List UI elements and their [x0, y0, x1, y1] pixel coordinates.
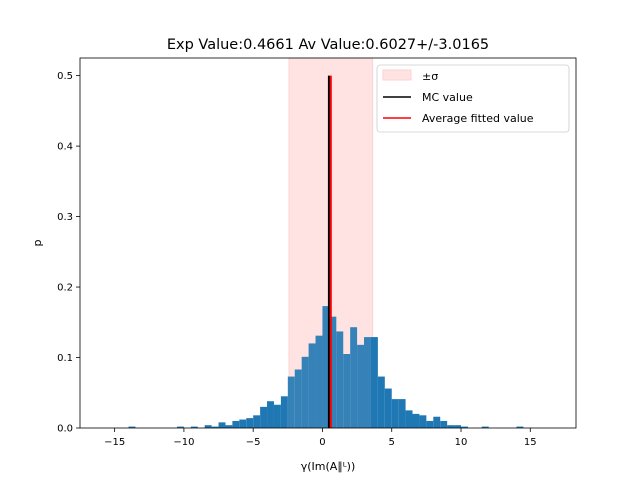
y-tick-label: 0.4 [57, 142, 73, 153]
histogram-bar [329, 316, 337, 428]
legend-sigma-label: ±σ [422, 70, 438, 83]
histogram-bar [253, 415, 261, 428]
y-axis: 0.0 0.1 0.2 0.3 0.4 0.5 [57, 71, 80, 435]
histogram-bar [225, 425, 233, 428]
histogram-bar [204, 425, 212, 428]
histogram-bar [218, 422, 226, 428]
legend-mc-label: MC value [422, 91, 473, 104]
histogram-bar [412, 413, 420, 428]
histogram-bar [419, 415, 427, 428]
histogram-bar [211, 426, 219, 428]
histogram-bar [294, 369, 302, 428]
legend-sigma-swatch [382, 69, 412, 81]
x-tick-label: −5 [246, 437, 261, 448]
legend-box [376, 64, 570, 133]
legend: ±σ MC value Average fitted value [376, 64, 570, 133]
histogram-bar [377, 376, 385, 428]
histogram-bar [128, 426, 136, 428]
histogram-bar [440, 420, 448, 428]
x-tick-label: 5 [389, 437, 395, 448]
histogram-bar [287, 376, 295, 428]
histogram-bar [516, 426, 524, 428]
histogram-bar [384, 388, 392, 428]
histogram-bar [267, 401, 274, 428]
histogram-bar [273, 404, 281, 428]
y-tick-label: 0.5 [57, 71, 73, 82]
histogram-bar [364, 337, 371, 428]
y-axis-label: p [31, 239, 44, 246]
y-tick-label: 0.1 [57, 353, 73, 364]
x-axis-label: γ(Im(A∥ᴸ)) [301, 460, 356, 473]
histogram-bar [433, 416, 441, 428]
histogram-bar [350, 327, 358, 428]
y-tick-label: 0.0 [57, 424, 73, 435]
y-tick-label: 0.3 [57, 212, 73, 223]
x-tick-label: −10 [173, 437, 194, 448]
x-tick-label: −15 [104, 437, 125, 448]
histogram-bar [239, 419, 247, 428]
histogram-bar [246, 418, 254, 428]
chart-title: Exp Value:0.4661 Av Value:0.6027+/-3.016… [167, 37, 489, 53]
y-tick-label: 0.2 [57, 283, 73, 294]
x-tick-label: 0 [319, 437, 325, 448]
histogram-bar [370, 337, 378, 428]
histogram-bar [308, 343, 316, 428]
histogram-bar [391, 399, 399, 428]
legend-average-label: Average fitted value [422, 112, 534, 125]
x-axis: −15 −10 −5 0 5 10 15 [104, 428, 537, 448]
histogram-bar [343, 354, 351, 428]
histogram-bar [232, 420, 240, 428]
histogram-bar [426, 420, 434, 428]
x-tick-label: 15 [524, 437, 537, 448]
histogram-bar [481, 426, 489, 428]
histogram-bar [280, 396, 288, 428]
histogram-bars [128, 306, 524, 428]
x-tick-label: 10 [455, 437, 468, 448]
histogram-bar [454, 425, 462, 428]
histogram-bar [315, 335, 323, 428]
histogram-bar [461, 426, 468, 428]
histogram-bar [357, 344, 365, 428]
histogram-bar [301, 356, 309, 428]
histogram-bar [176, 426, 184, 428]
plot-frame [79, 57, 577, 429]
histogram-bar [190, 426, 198, 428]
histogram-bar [322, 306, 330, 428]
histogram-bar [260, 406, 268, 428]
value-lines [327, 75, 332, 428]
histogram-bar [336, 331, 344, 428]
histogram-bar [447, 425, 455, 428]
histogram-bar [398, 399, 406, 428]
histogram-bar [405, 410, 413, 428]
